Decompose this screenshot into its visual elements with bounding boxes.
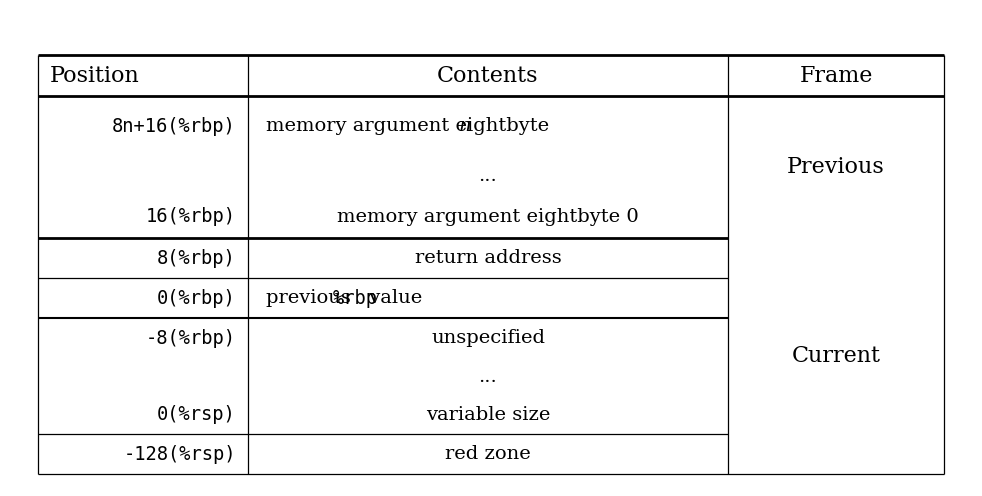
Text: Current: Current <box>791 345 881 367</box>
Text: Position: Position <box>50 64 139 86</box>
Text: previous: previous <box>266 289 357 307</box>
Text: ...: ... <box>478 167 497 185</box>
Text: 0(%rsp): 0(%rsp) <box>157 406 236 425</box>
Text: ...: ... <box>478 368 497 386</box>
Text: return address: return address <box>414 249 562 267</box>
Text: 0(%rbp): 0(%rbp) <box>157 289 236 308</box>
Text: value: value <box>363 289 422 307</box>
Text: -8(%rbp): -8(%rbp) <box>146 328 236 348</box>
Text: unspecified: unspecified <box>431 329 545 347</box>
Text: memory argument eightbyte 0: memory argument eightbyte 0 <box>337 208 639 226</box>
Text: Frame: Frame <box>799 64 873 86</box>
Text: 8n+16(%rbp): 8n+16(%rbp) <box>112 117 236 135</box>
Text: -128(%rsp): -128(%rsp) <box>124 444 236 463</box>
Text: 16(%rbp): 16(%rbp) <box>146 207 236 227</box>
Text: memory argument eightbyte: memory argument eightbyte <box>266 117 556 135</box>
Text: 8(%rbp): 8(%rbp) <box>157 248 236 267</box>
Text: %rbp: %rbp <box>333 289 378 308</box>
Text: Previous: Previous <box>788 156 885 178</box>
Text: n: n <box>459 117 471 135</box>
Text: red zone: red zone <box>445 445 531 463</box>
Text: variable size: variable size <box>426 406 550 424</box>
Text: Contents: Contents <box>437 64 539 86</box>
